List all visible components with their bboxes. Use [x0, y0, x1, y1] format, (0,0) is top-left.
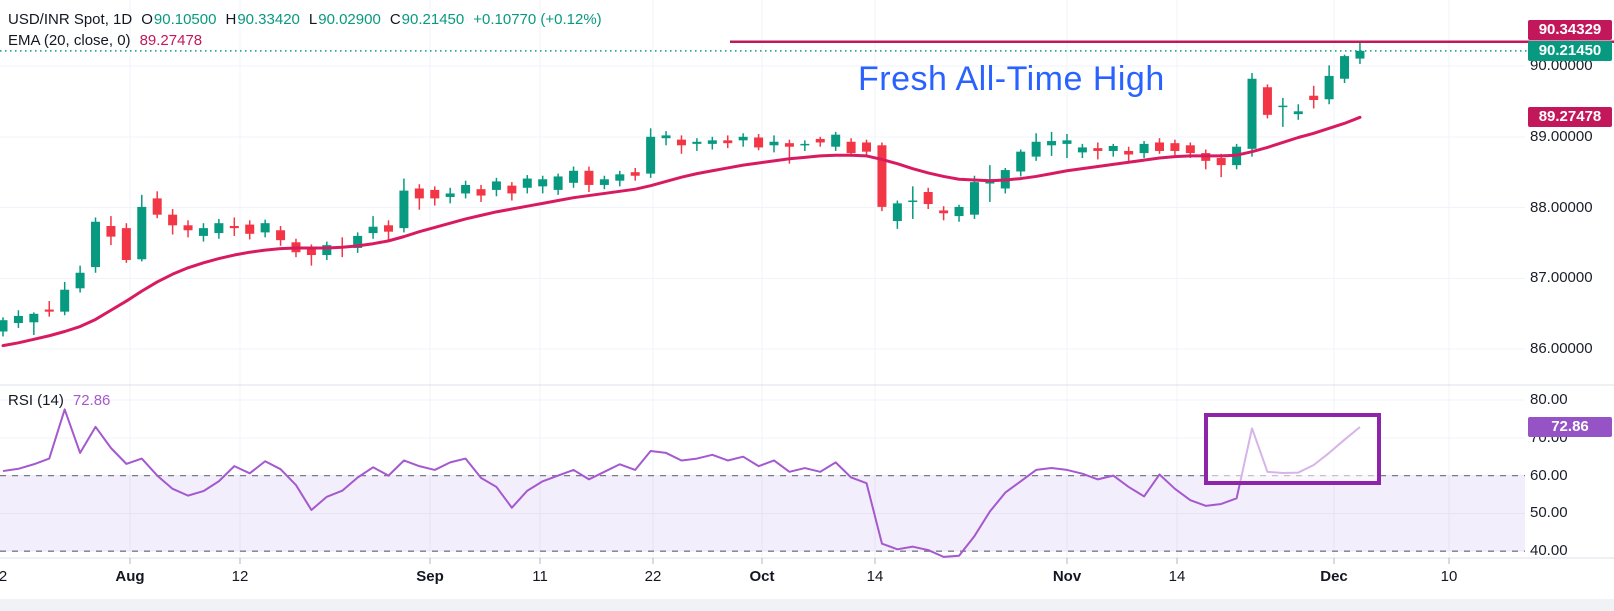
rsi-axis-label[interactable]: 50.00 [1530, 504, 1568, 522]
close-value: C 90.21450 [389, 11, 465, 28]
time-axis-label[interactable]: Dec [1320, 568, 1348, 585]
open-value: O 90.10500 [141, 11, 217, 28]
close-price-badge: 90.21450 [1528, 40, 1612, 61]
time-axis-label[interactable]: 22 [644, 568, 662, 585]
time-axis-label[interactable]: Nov [1052, 568, 1082, 585]
change-value: +0.10770 (+0.12%) [473, 11, 602, 28]
rsi-value-badge: 72.86 [1528, 416, 1612, 437]
time-axis-label[interactable]: Oct [749, 568, 775, 585]
time-axis-label[interactable]: 2 [0, 568, 8, 585]
rsi-axis-label[interactable]: 80.00 [1530, 391, 1568, 408]
time-axis-label[interactable]: 12 [231, 568, 249, 585]
high-value: H 90.33420 [225, 11, 300, 28]
ath-price-badge: 90.34329 [1528, 19, 1612, 40]
price-axis-label[interactable]: 86.00000 [1530, 340, 1593, 358]
rsi-axis-label[interactable]: 60.00 [1530, 466, 1568, 484]
bottom-strip [0, 599, 1614, 611]
rsi-rectangle-annotation[interactable] [1204, 413, 1381, 485]
price-axis-label[interactable]: 90.00000 [1530, 57, 1593, 74]
fresh-ath-annotation[interactable]: Fresh All-Time High [858, 60, 1165, 98]
candles[interactable] [0, 42, 1365, 337]
rsi-legend[interactable]: RSI (14) 72.86 [8, 392, 110, 409]
ema-value: 89.27478 [139, 32, 203, 49]
rsi-line[interactable] [2, 408, 1361, 558]
ema-legend[interactable]: EMA (20, close, 0) 89.27478 [8, 32, 202, 49]
rsi-value: 72.86 [72, 392, 111, 409]
time-axis-label[interactable]: 11 [532, 568, 548, 585]
time-axis-label[interactable]: Aug [115, 568, 145, 585]
ema-label[interactable]: EMA (20, close, 0) [8, 32, 131, 49]
time-axis-label[interactable]: Sep [416, 568, 444, 585]
symbol-title[interactable]: USD/INR Spot, 1D [8, 11, 133, 28]
main-legend[interactable]: USD/INR Spot, 1D O 90.10500 H 90.33420 L 90… [8, 11, 602, 28]
time-axis-label[interactable]: 10 [1440, 568, 1458, 585]
price-axis-label[interactable]: 89.00000 [1530, 127, 1593, 145]
time-axis-ticks [129, 558, 1450, 564]
price-axis-label[interactable]: 87.00000 [1530, 269, 1593, 287]
ema-line[interactable] [1, 115, 1362, 348]
ema-price-badge: 89.27478 [1528, 107, 1612, 128]
rsi-axis-label[interactable]: 40.00 [1530, 542, 1568, 560]
time-axis-label[interactable]: 14 [1168, 568, 1186, 585]
time-axis-label[interactable]: 14 [866, 568, 884, 585]
low-value: L 90.02900 [308, 11, 381, 28]
rsi-band [0, 475, 1525, 552]
rsi-label[interactable]: RSI (14) [8, 392, 64, 409]
price-axis-label[interactable]: 88.00000 [1530, 198, 1593, 216]
